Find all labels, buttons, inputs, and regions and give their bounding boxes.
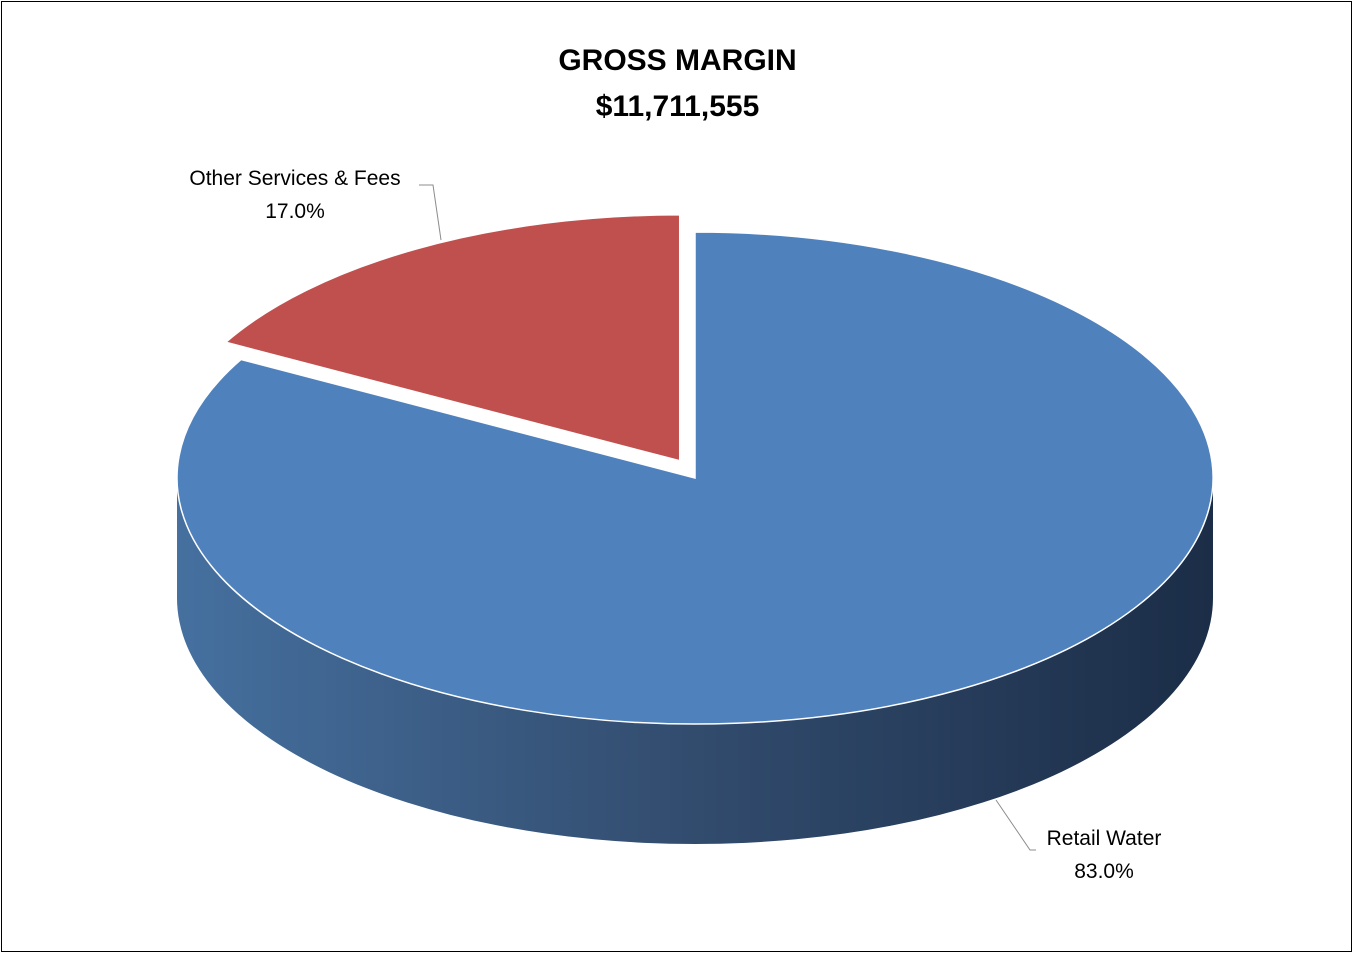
leader-line-1 (419, 184, 442, 241)
slice-label-percent-1: 17.0% (265, 200, 325, 223)
slice-retail-water (176, 231, 1214, 725)
slice-label-name-0: Retail Water (1047, 827, 1162, 850)
chart-subtitle: $11,711,555 (595, 90, 760, 123)
leader-line-0 (995, 799, 1036, 851)
slice-other-services-fees (224, 214, 681, 462)
slice-side-0 (177, 478, 1213, 844)
chart-title: GROSS MARGIN (558, 44, 797, 77)
slice-label-name-1: Other Services & Fees (189, 167, 400, 190)
slice-label-percent-0: 83.0% (1074, 860, 1134, 883)
